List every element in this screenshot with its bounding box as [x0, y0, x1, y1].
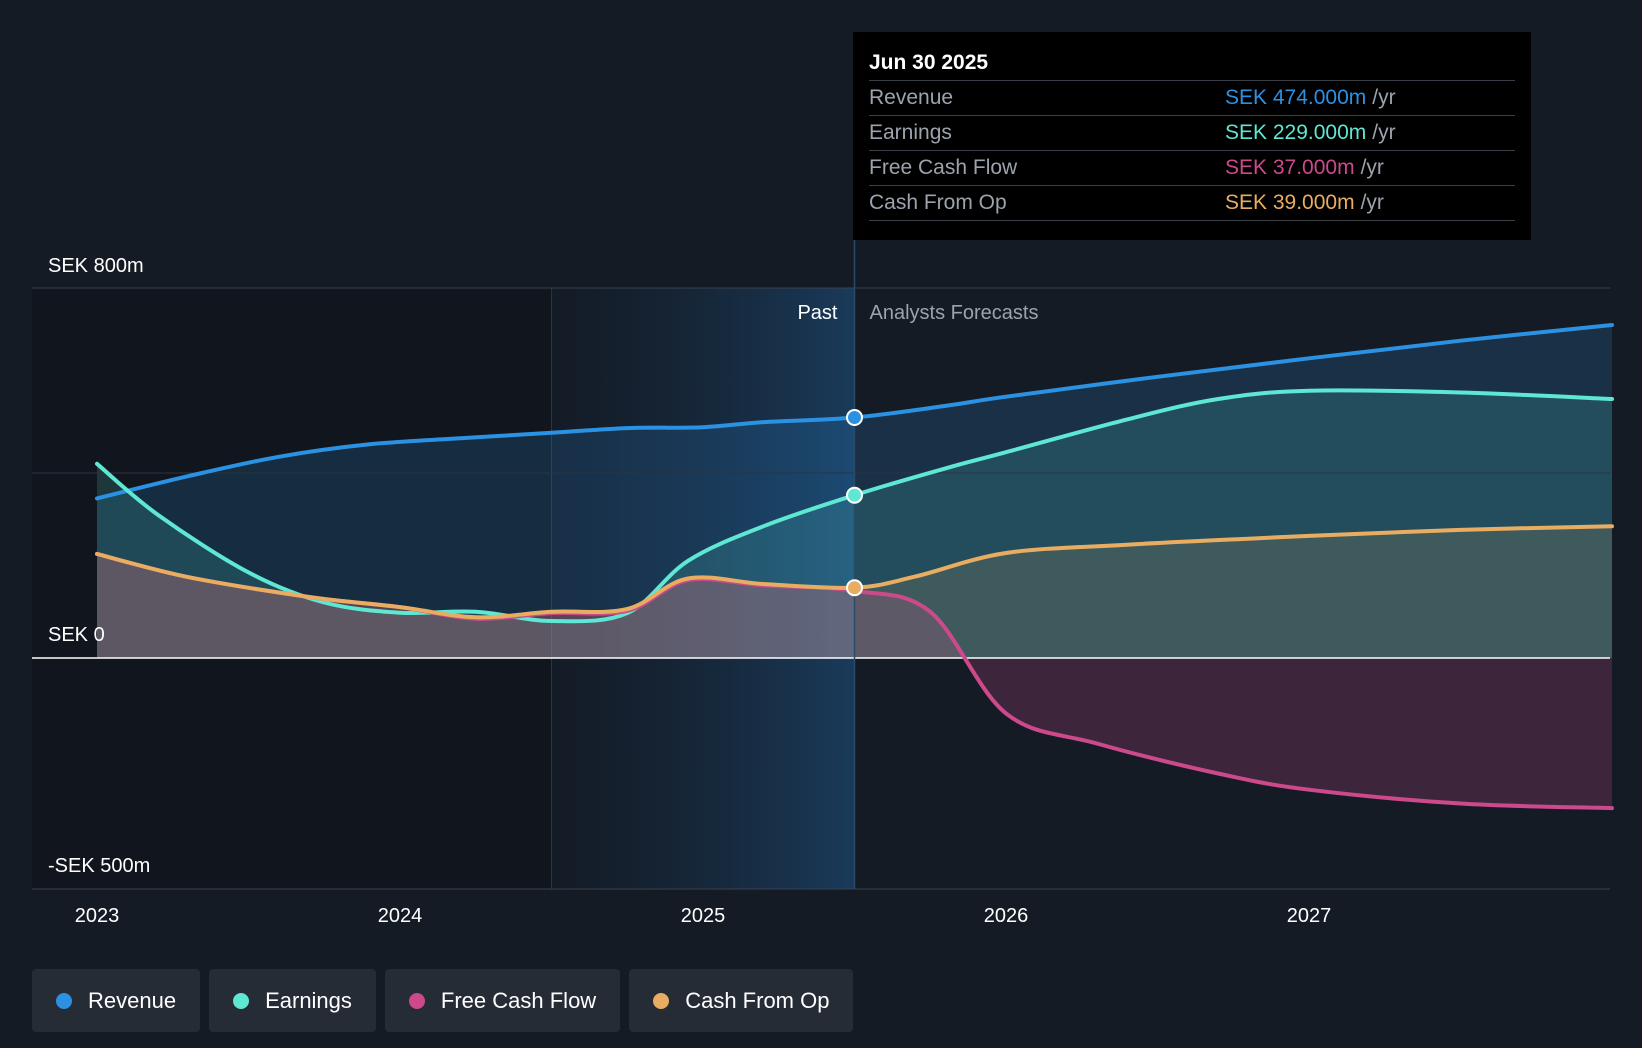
tooltip-value: SEK 229.000m [1225, 121, 1367, 144]
tooltip-row-earnings: Earnings SEK 229.000m /yr [869, 116, 1515, 151]
tooltip-name: Earnings [869, 121, 952, 144]
tooltip-unit: /yr [1360, 191, 1384, 214]
tooltip-name: Free Cash Flow [869, 156, 1018, 179]
tooltip-row-fcf: Free Cash Flow SEK 37.000m /yr [869, 151, 1515, 186]
forecast-label: Analysts Forecasts [870, 302, 1039, 324]
tooltip-name: Revenue [869, 86, 954, 109]
legend-label: Free Cash Flow [440, 987, 597, 1013]
y-label-top: SEK 800m [48, 255, 144, 277]
line-cash-from-op [95, 524, 1614, 620]
legend-item-cash-from-op[interactable]: Cash From Op [629, 969, 854, 1032]
line-revenue [95, 323, 1614, 501]
tooltip-unit: /yr [1360, 156, 1384, 179]
x-tick-label: 2026 [984, 905, 1029, 927]
x-tick-label: 2025 [681, 905, 726, 927]
tooltip-unit: /yr [1372, 86, 1396, 109]
x-tick-label: 2024 [378, 905, 423, 927]
y-label-bottom: -SEK 500m [48, 855, 150, 877]
tooltip-row-cfo: Cash From Op SEK 39.000m /yr [869, 186, 1515, 221]
legend-dot-icon [56, 992, 72, 1009]
legend-item-revenue[interactable]: Revenue [32, 969, 201, 1032]
legend-item-earnings[interactable]: Earnings [209, 969, 376, 1032]
x-tick-label: 2027 [1287, 905, 1332, 927]
legend-dot-icon [408, 992, 425, 1009]
point-earnings [846, 486, 863, 504]
tooltip-row-revenue: Revenue SEK 474.000m /yr [869, 81, 1515, 116]
legend-label: Revenue [88, 987, 177, 1013]
legend-label: Cash From Op [685, 987, 830, 1013]
x-tick-label: 2023 [75, 905, 120, 927]
tooltip-name: Cash From Op [869, 191, 1007, 214]
legend-label: Earnings [265, 987, 352, 1013]
line-earnings [95, 388, 1614, 624]
tooltip-value: SEK 37.000m [1225, 156, 1355, 179]
tooltip: Jun 30 2025 Revenue SEK 474.000m /yr Ear… [853, 32, 1531, 240]
legend-dot-icon [653, 992, 670, 1009]
point-cash-from-op [846, 579, 863, 597]
point-revenue [846, 409, 863, 426]
tooltip-value: SEK 474.000m [1225, 86, 1367, 109]
y-label-zero: SEK 0 [48, 624, 105, 646]
past-label: Past [797, 302, 837, 324]
tooltip-unit: /yr [1372, 121, 1396, 144]
legend-item-free-cash-flow[interactable]: Free Cash Flow [384, 969, 621, 1032]
legend: Revenue Earnings Free Cash Flow Cash Fro… [32, 969, 854, 1032]
area-free-cash-flow [97, 553, 1612, 809]
tooltip-value: SEK 39.000m [1225, 191, 1355, 214]
tooltip-date: Jun 30 2025 [869, 46, 1515, 81]
legend-dot-icon [233, 992, 250, 1009]
